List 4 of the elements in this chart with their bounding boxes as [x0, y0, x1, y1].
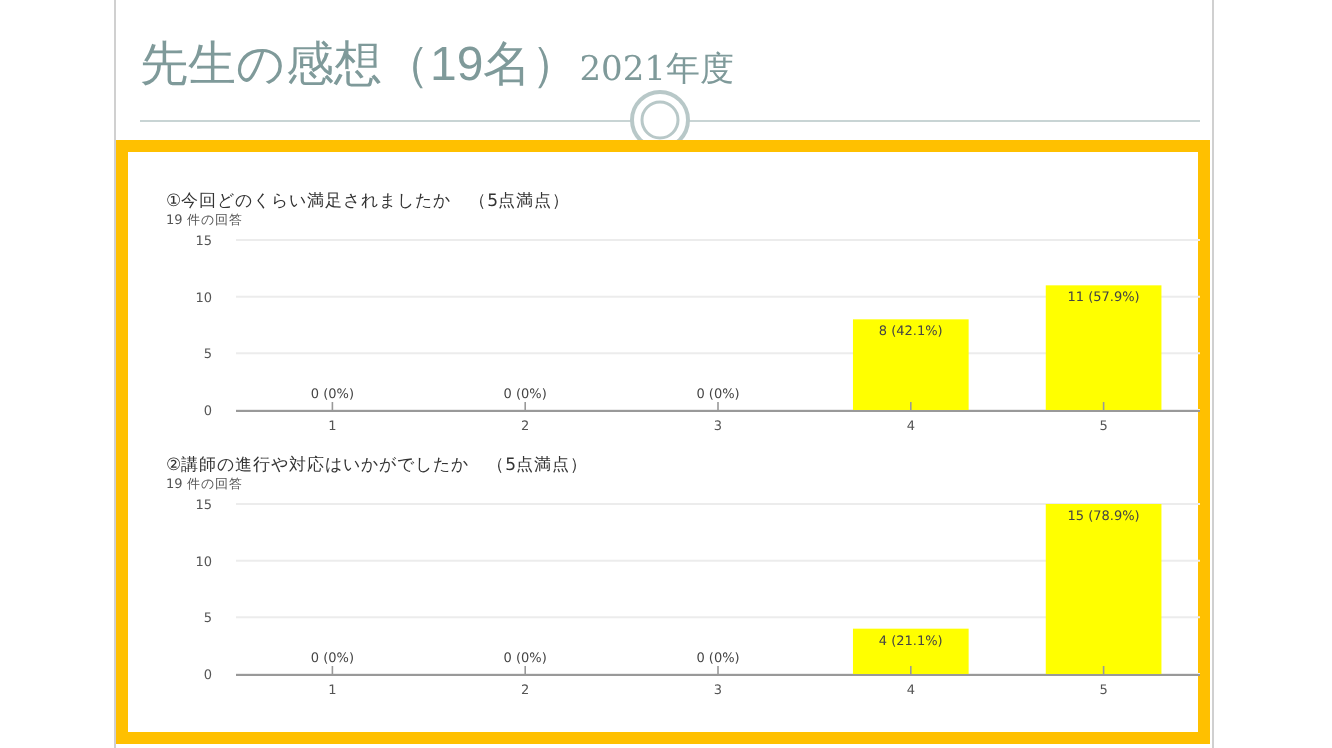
chart-title: ②講師の進行や対応はいかがでしたか （5点満点） — [166, 454, 589, 476]
chart-title: ①今回どのくらい満足されましたか （5点満点） — [166, 190, 571, 212]
text: 2021年度 — [579, 50, 734, 90]
text: 先生の感想（19名） — [140, 38, 580, 92]
